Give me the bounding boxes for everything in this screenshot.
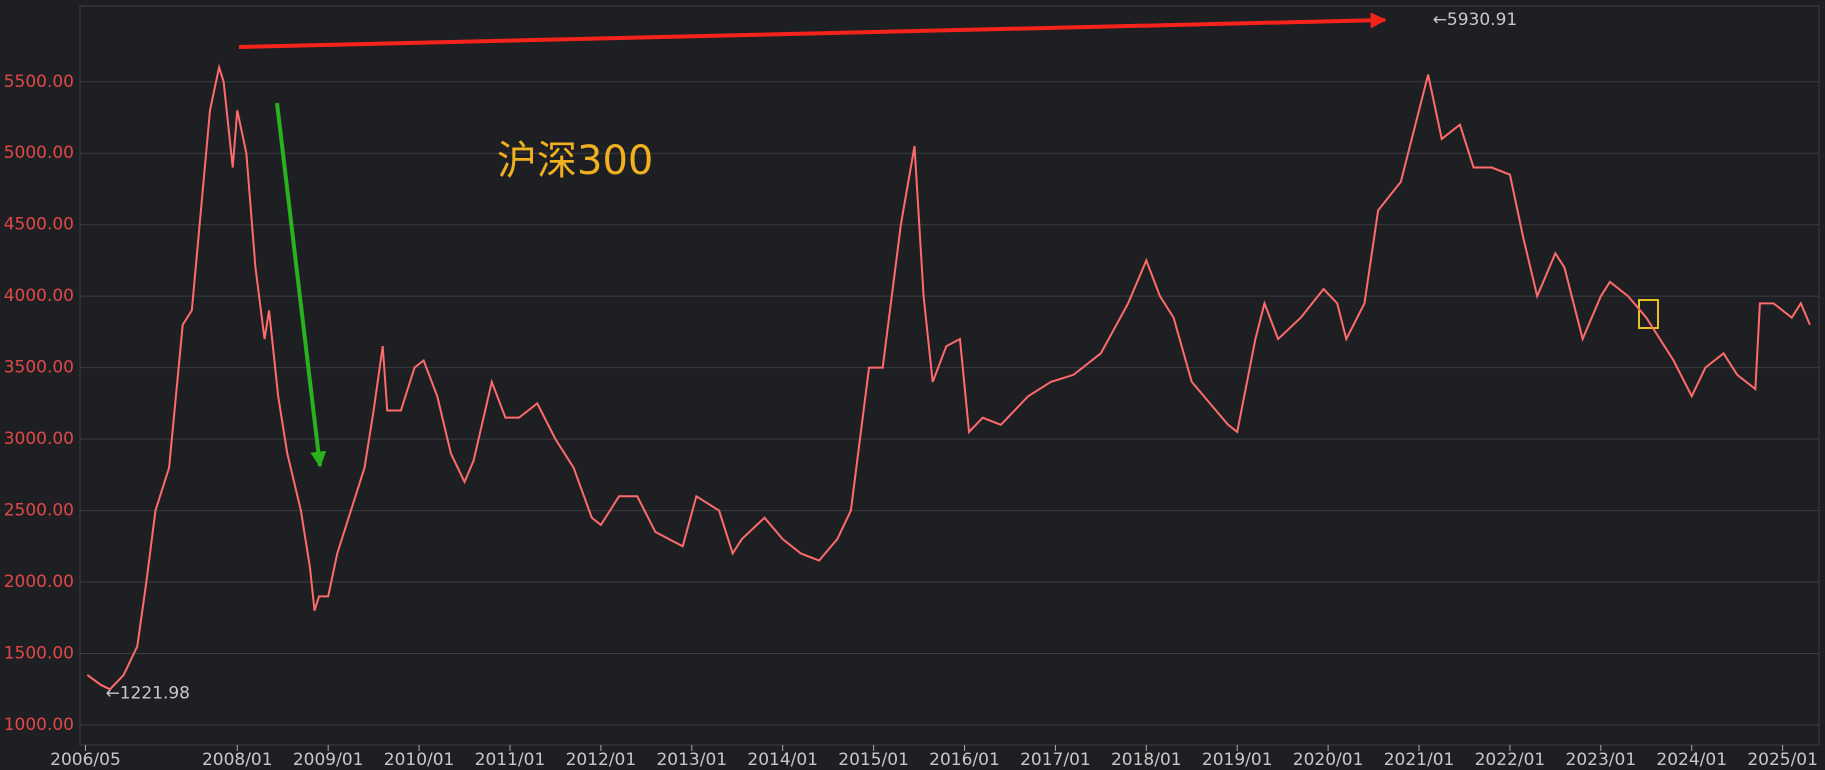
x-tick-label: 2013/01 [656,750,727,770]
x-tick-label: 2023/01 [1566,750,1637,770]
x-tick-label: 2021/01 [1384,750,1455,770]
x-tick-label: 2006/05 [50,750,121,770]
x-tick-label: 2015/01 [838,750,909,770]
x-tick-label: 2022/01 [1475,750,1546,770]
x-tick-label: 2018/01 [1111,750,1182,770]
y-tick-label: 4500.00 [4,215,74,235]
y-tick-label: 3000.00 [4,429,74,449]
x-tick-label: 2010/01 [384,750,455,770]
x-tick-label: 2016/01 [929,750,1000,770]
x-tick-label: 2008/01 [202,750,273,770]
x-tick-label: 2011/01 [475,750,546,770]
price-line [86,63,1811,691]
x-tick-label: 2009/01 [293,750,364,770]
y-tick-label: 1500.00 [4,644,74,664]
chart-title: 沪深300 [497,138,653,184]
x-tick-label: 2024/01 [1656,750,1727,770]
y-tick-label: 5000.00 [4,143,74,163]
y-tick-label: 3500.00 [4,358,74,378]
x-tick-label: 2017/01 [1020,750,1091,770]
x-tick-label: 2012/01 [566,750,637,770]
annotation: ←5930.91 [1433,10,1518,30]
x-tick-label: 2019/01 [1202,750,1273,770]
green-arrow [275,102,327,468]
annotation: ←1221.98 [105,683,190,703]
x-tick-label: 2025/01 [1747,750,1818,770]
y-tick-label: 2000.00 [4,572,74,592]
y-tick-label: 4000.00 [4,286,74,306]
x-tick-label: 2014/01 [747,750,818,770]
red-arrow [238,12,1387,49]
x-tick-label: 2020/01 [1293,750,1364,770]
plot-frame [79,5,1820,746]
highlight-box [1638,299,1659,329]
y-tick-label: 1000.00 [4,715,74,735]
y-tick-label: 2500.00 [4,501,74,521]
y-tick-label: 5500.00 [4,72,74,92]
